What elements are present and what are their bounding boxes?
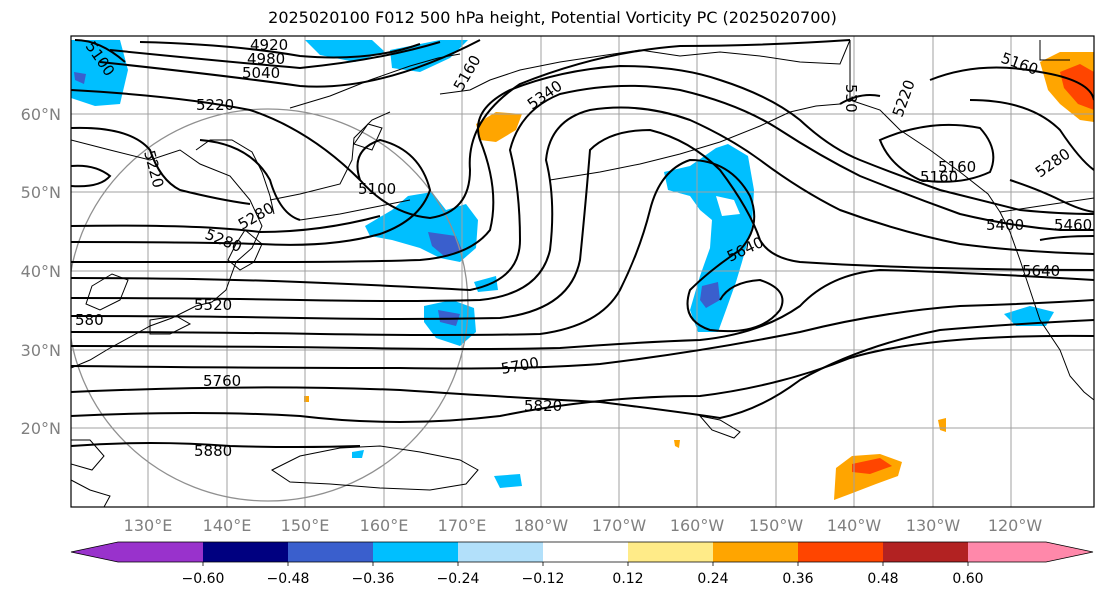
colorbar-segment <box>118 542 203 562</box>
colorbar-segment <box>883 542 968 562</box>
colorbar-segment <box>968 542 1046 562</box>
longitude-labels: 130°E 140°E 150°E 160°E 170°E 180°W 170°… <box>124 516 1043 535</box>
colorbar: −0.60 −0.48 −0.36 −0.24 −0.12 0.12 0.24 … <box>70 541 1094 587</box>
colorbar-segment <box>1046 542 1093 562</box>
contour-label: 5160 <box>920 168 958 186</box>
contour-label: 5820 <box>524 397 562 415</box>
colorbar-outline <box>70 541 1094 563</box>
lon-label: 180°W <box>514 516 569 535</box>
contour-label: 580 <box>75 311 104 329</box>
colorbar-segment <box>373 542 458 562</box>
lat-label: 20°N <box>21 419 61 438</box>
contour-label: 5040 <box>242 64 280 82</box>
contour-label: 4920 <box>250 36 288 54</box>
colorbar-tick-label: 0.48 <box>867 571 898 587</box>
colorbar-ticks <box>202 562 969 566</box>
lon-label: 130°W <box>906 516 961 535</box>
lat-label: 50°N <box>21 183 61 202</box>
latitude-labels: 60°N 50°N 40°N 30°N 20°N <box>21 105 61 438</box>
pv-shading <box>71 40 1094 500</box>
colorbar-tick-label: 0.24 <box>697 571 728 587</box>
map-title: 2025020100 F012 500 hPa height, Potentia… <box>268 8 837 27</box>
contour-label: 5460 <box>1054 216 1092 234</box>
colorbar-segment <box>628 542 713 562</box>
contour-label: 5880 <box>194 442 232 460</box>
contour-label: 5220 <box>196 96 234 114</box>
lon-label: 160°E <box>360 516 409 535</box>
contour-label: 5760 <box>203 372 241 390</box>
colorbar-tick-label: −0.24 <box>437 571 480 587</box>
range-ring <box>71 108 469 502</box>
contour-label: 5100 <box>358 180 396 198</box>
colorbar-tick-label: −0.60 <box>182 571 225 587</box>
colorbar-tick-label: −0.48 <box>267 571 310 587</box>
contour-label: 5160 <box>938 158 976 176</box>
lon-label: 120°W <box>988 516 1043 535</box>
lon-label: 130°E <box>124 516 173 535</box>
colorbar-segment <box>71 542 118 562</box>
contour-label: 5400 <box>986 216 1024 234</box>
lat-label: 60°N <box>21 105 61 124</box>
contour-label: 4980 <box>247 50 285 68</box>
colorbar-tick-label: −0.36 <box>352 571 395 587</box>
contour-label: 5640 <box>1022 262 1060 280</box>
contour-label: 5520 <box>194 296 232 314</box>
lat-label: 40°N <box>21 262 61 281</box>
lon-label: 170°E <box>438 516 487 535</box>
colorbar-tick-label: 0.12 <box>612 571 643 587</box>
colorbar-segment <box>458 542 543 562</box>
lon-label: 160°W <box>670 516 725 535</box>
colorbar-tick-label: 0.36 <box>782 571 813 587</box>
colorbar-segment <box>713 542 798 562</box>
contour-label: 530 <box>842 84 860 113</box>
colorbar-segment <box>288 542 373 562</box>
lon-label: 170°W <box>592 516 647 535</box>
height-contours <box>71 39 1094 448</box>
colorbar-segment <box>203 542 288 562</box>
lat-label: 30°N <box>21 341 61 360</box>
lon-label: 150°E <box>281 516 330 535</box>
colorbar-segment <box>543 542 628 562</box>
map-frame <box>70 35 1095 508</box>
colorbar-tick-labels: −0.60 −0.48 −0.36 −0.24 −0.12 0.12 0.24 … <box>182 571 984 587</box>
lon-label: 140°W <box>827 516 882 535</box>
colorbar-tick-label: −0.12 <box>522 571 565 587</box>
lon-label: 140°E <box>203 516 252 535</box>
lon-label: 150°W <box>749 516 804 535</box>
map-panel: 5100 4920 4980 5040 5220 5220 5160 5340 … <box>71 36 1094 507</box>
colorbar-tick-label: 0.60 <box>952 571 983 587</box>
colorbar-segment <box>798 542 883 562</box>
